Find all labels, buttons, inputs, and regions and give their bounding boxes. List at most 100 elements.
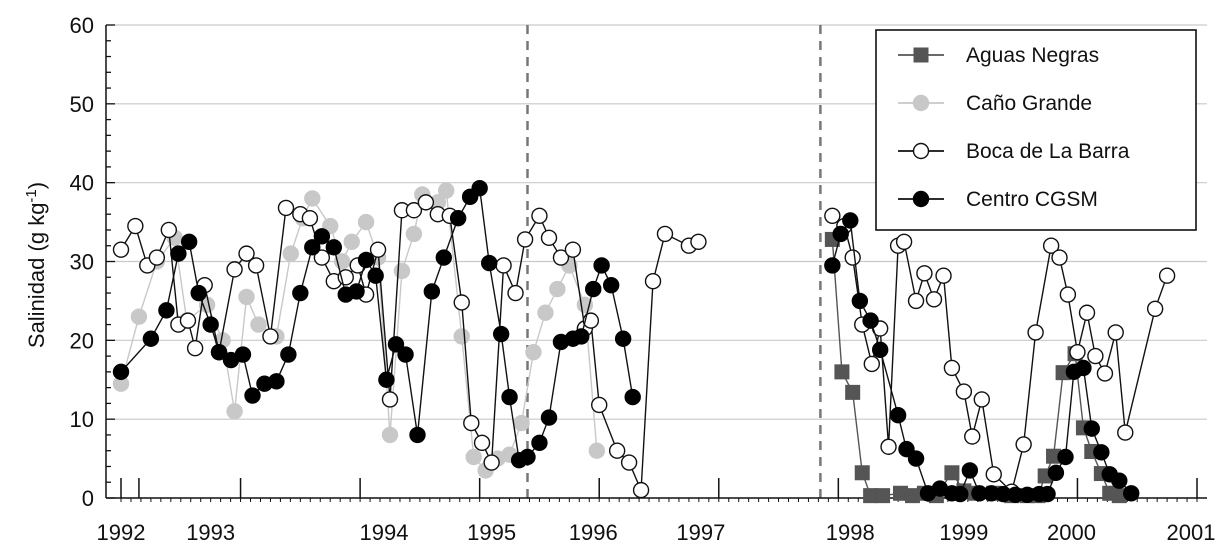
- data-point: [112, 241, 130, 258]
- data-point: [593, 257, 610, 274]
- legend-label-4: Centro CGSM: [966, 188, 1098, 211]
- data-point: [834, 364, 850, 380]
- data-point: [513, 414, 530, 432]
- x-tick-label-1995: 1995: [467, 520, 516, 545]
- x-tick-label-1998: 1998: [826, 520, 875, 545]
- data-point: [1069, 343, 1086, 361]
- data-point: [481, 254, 498, 272]
- data-point: [537, 304, 554, 321]
- data-point: [130, 308, 148, 325]
- data-point: [1146, 300, 1164, 317]
- data-point: [1158, 267, 1176, 284]
- data-point: [624, 388, 641, 406]
- data-point: [1093, 444, 1110, 461]
- x-tick-label-2001: 2001: [1167, 520, 1216, 545]
- data-point: [234, 346, 252, 363]
- data-point: [250, 316, 267, 333]
- data-point: [127, 217, 144, 235]
- data-point: [397, 346, 414, 363]
- data-point: [952, 485, 969, 503]
- data-point: [190, 284, 207, 302]
- data-point: [889, 407, 907, 424]
- data-point: [244, 387, 261, 404]
- series-layer: [112, 179, 1176, 504]
- data-point: [471, 179, 488, 197]
- data-point: [961, 462, 979, 479]
- data-point: [313, 249, 331, 266]
- series-centro-cgsm: [112, 179, 1140, 504]
- data-point: [955, 383, 973, 400]
- data-point: [842, 212, 859, 229]
- data-point: [1111, 472, 1128, 489]
- legend-marker-1: [913, 47, 929, 63]
- data-point: [1096, 365, 1114, 382]
- data-point: [435, 249, 452, 266]
- data-point: [564, 241, 582, 258]
- data-point: [277, 199, 295, 217]
- data-point: [507, 284, 524, 302]
- data-point: [644, 273, 662, 290]
- data-point: [552, 249, 570, 266]
- x-tick-label-1994: 1994: [360, 520, 409, 545]
- legend: Aguas Negras Caño Grande Boca de La Barra C…: [875, 29, 1197, 231]
- data-point: [142, 330, 160, 347]
- data-point: [367, 267, 384, 284]
- data-point: [423, 283, 441, 300]
- data-point: [525, 343, 542, 361]
- data-point: [935, 267, 952, 284]
- data-point: [238, 288, 255, 306]
- legend-label-3: Boca de La Barra: [966, 140, 1130, 163]
- data-point: [608, 442, 626, 459]
- data-point: [304, 190, 321, 207]
- y-tick-label: 30: [70, 250, 94, 275]
- data-point: [170, 245, 187, 262]
- data-point: [1078, 304, 1096, 321]
- x-tick-label-2000: 2000: [1047, 520, 1096, 545]
- data-point: [845, 384, 861, 400]
- data-point: [573, 328, 590, 345]
- legend-label-1: Aguas Negras: [966, 44, 1099, 67]
- data-point: [1057, 448, 1074, 466]
- data-point: [492, 325, 510, 343]
- x-tick-label-1993: 1993: [186, 520, 235, 545]
- data-point: [381, 426, 399, 444]
- data-point: [463, 414, 480, 432]
- data-point: [437, 182, 455, 199]
- data-point: [112, 363, 130, 381]
- data-point: [417, 194, 435, 211]
- data-point: [393, 262, 411, 280]
- data-point: [262, 328, 279, 345]
- series-boca-de-la-barra: [112, 194, 1176, 500]
- data-point: [973, 391, 990, 408]
- y-tick-label: 60: [70, 13, 94, 38]
- data-point: [378, 371, 395, 388]
- data-point: [357, 213, 375, 231]
- data-point: [916, 265, 933, 282]
- data-point: [964, 428, 981, 445]
- data-point: [880, 438, 897, 455]
- data-point: [588, 442, 606, 459]
- data-point: [907, 292, 925, 310]
- y-tick-label: 50: [70, 92, 94, 117]
- data-point: [158, 302, 175, 319]
- data-point: [585, 280, 602, 298]
- data-point: [531, 434, 548, 452]
- legend-label-2: Caño Grande: [966, 92, 1092, 115]
- data-point: [343, 233, 360, 250]
- data-point: [449, 209, 467, 227]
- data-point: [1083, 420, 1100, 437]
- data-point: [409, 426, 426, 444]
- data-point: [925, 291, 943, 308]
- data-point: [179, 312, 197, 329]
- data-point: [1087, 347, 1104, 365]
- y-tick-label: 0: [82, 486, 94, 511]
- data-point: [304, 239, 321, 256]
- data-point: [832, 225, 849, 243]
- data-point: [1107, 324, 1124, 341]
- data-point: [871, 341, 889, 358]
- data-point: [540, 409, 558, 426]
- data-point: [453, 328, 470, 345]
- y-tick-label: 20: [70, 328, 94, 353]
- data-point: [1117, 424, 1134, 441]
- data-point: [325, 239, 343, 256]
